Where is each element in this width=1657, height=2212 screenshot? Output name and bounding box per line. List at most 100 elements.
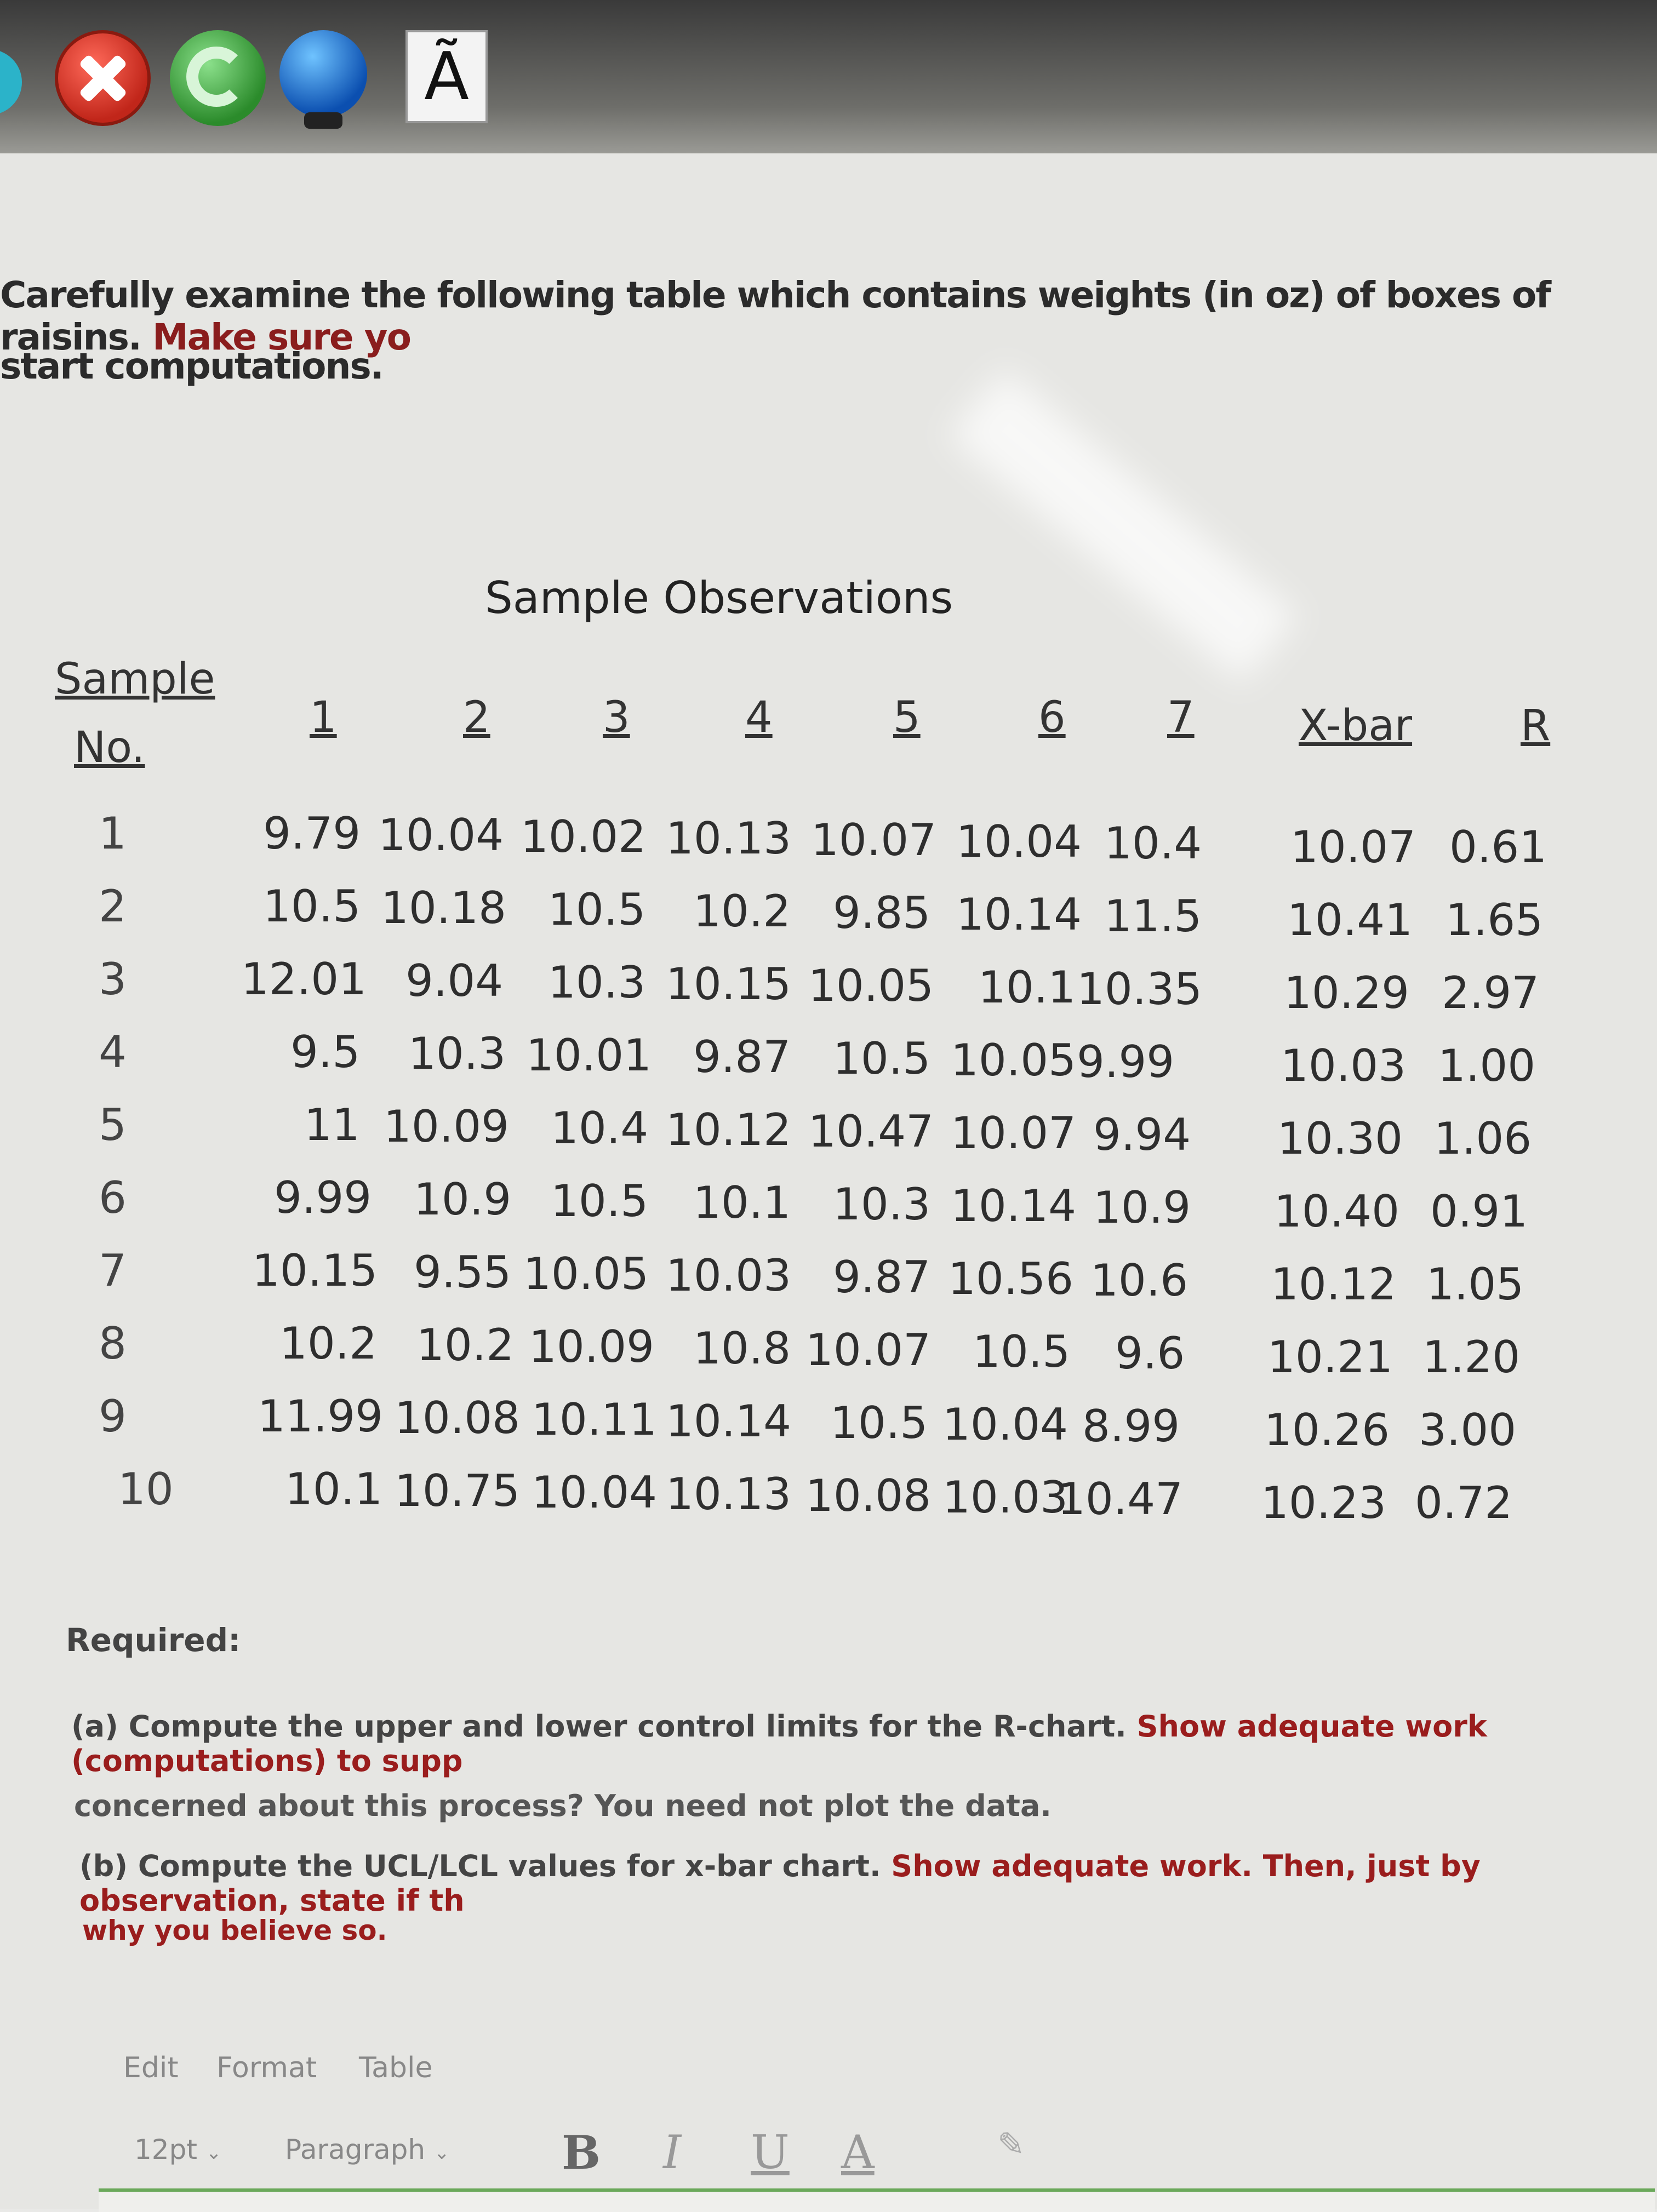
italic-button[interactable]: I (663, 2125, 682, 2179)
menu-format[interactable]: Format (216, 2051, 317, 2084)
xbar-cell: 10.23 (1261, 1477, 1387, 1528)
question-a-prefix: (a) Compute the upper and lower control … (71, 1709, 1127, 1744)
observation-cell: 9.99 (274, 1172, 372, 1223)
observation-cell: 10.4 (1104, 818, 1202, 869)
observation-cell: 9.6 (1115, 1328, 1185, 1379)
sample-number: 9 (99, 1391, 127, 1442)
globe-icon[interactable] (279, 30, 367, 118)
range-cell: 1.06 (1434, 1113, 1532, 1164)
required-label: Required: (66, 1621, 241, 1659)
range-cell: 1.20 (1422, 1332, 1521, 1383)
observation-cell: 10.13 (666, 813, 792, 864)
text-color-button[interactable]: A (841, 2125, 875, 2179)
range-cell: 2.97 (1442, 967, 1540, 1018)
xbar-cell: 10.29 (1284, 967, 1410, 1018)
observation-cell: 9.87 (833, 1252, 931, 1303)
close-icon[interactable] (55, 30, 151, 126)
observation-cell: 10.2 (693, 886, 791, 937)
editor-text-area[interactable] (99, 2188, 1655, 2212)
observation-cell: 10.3 (548, 957, 646, 1008)
observation-cell: 10.12 (666, 1104, 792, 1155)
observation-cell: 10.3 (833, 1179, 931, 1230)
font-size-select[interactable]: 12pt ⌄ (134, 2134, 221, 2165)
column-header-4: 4 (745, 693, 773, 742)
observation-cell: 10.05 (523, 1248, 649, 1299)
observation-cell: 10.08 (805, 1470, 932, 1521)
observation-cell: 10.6 (1090, 1255, 1189, 1306)
sample-number: 4 (99, 1027, 127, 1078)
sample-header-line2: No. (74, 723, 145, 772)
bold-button[interactable]: B (562, 2125, 601, 2180)
observation-cell: 10.47 (1058, 1474, 1184, 1525)
range-cell: 1.00 (1438, 1040, 1536, 1091)
observation-cell: 9.94 (1093, 1109, 1191, 1160)
sample-number: 2 (99, 881, 127, 932)
sample-number: 7 (99, 1245, 127, 1296)
xbar-header: X-bar (1299, 701, 1413, 750)
observation-cell: 10.05 (808, 960, 934, 1011)
observation-cell: 10.5 (833, 1033, 931, 1084)
question-a-line2: concerned about this process? You need n… (74, 1789, 1052, 1823)
xbar-cell: 10.40 (1274, 1186, 1400, 1237)
observation-cell: 10.01 (526, 1030, 652, 1081)
observation-cell: 10.03 (666, 1250, 792, 1301)
range-cell: 1.65 (1445, 895, 1544, 945)
observation-cell: 11 (304, 1099, 360, 1150)
intro-text: Carefully examine the following table wh… (0, 274, 1657, 358)
observation-cell: 10.35 (1077, 964, 1203, 1015)
menu-table[interactable]: Table (359, 2051, 433, 2084)
observation-cell: 9.04 (405, 955, 504, 1006)
globe-stand (304, 112, 342, 129)
question-a: (a) Compute the upper and lower control … (71, 1709, 1649, 1778)
observation-cell: 10.03 (942, 1472, 1069, 1523)
xbar-cell: 10.41 (1287, 895, 1413, 945)
observation-cell: 10.14 (666, 1396, 792, 1447)
observation-cell: 10.04 (942, 1399, 1069, 1450)
observation-cell: 9.5 (290, 1027, 361, 1078)
observation-cell: 10.04 (378, 810, 504, 861)
observation-cell: 10.5 (263, 881, 361, 932)
column-header-7: 7 (1167, 693, 1195, 742)
xbar-cell: 10.21 (1267, 1332, 1393, 1383)
xbar-cell: 10.26 (1264, 1405, 1390, 1455)
observation-cell: 10.8 (693, 1323, 791, 1374)
observation-cell: 12.01 (241, 954, 367, 1005)
observation-cell: 10.1 (978, 962, 1076, 1013)
observation-cell: 10.1 (693, 1177, 791, 1228)
highlight-pen-icon[interactable]: ✎ (997, 2125, 1025, 2164)
sample-number: 3 (99, 954, 127, 1005)
menu-edit[interactable]: Edit (123, 2051, 179, 2084)
refresh-icon[interactable] (170, 30, 266, 126)
sample-number: 8 (99, 1318, 127, 1369)
xbar-cell: 10.12 (1271, 1259, 1397, 1310)
observation-cell: 10.04 (956, 816, 1082, 867)
font-icon[interactable]: Ã (405, 30, 488, 123)
observation-cell: 10.9 (414, 1174, 512, 1225)
observation-cell: 10.5 (830, 1397, 928, 1448)
column-header-5: 5 (893, 693, 921, 742)
question-b: (b) Compute the UCL/LCL values for x-bar… (79, 1849, 1657, 1918)
observation-cell: 10.04 (532, 1467, 658, 1518)
range-cell: 1.05 (1426, 1259, 1524, 1310)
sample-number: 1 (99, 808, 127, 859)
column-header-1: 1 (310, 693, 337, 742)
observation-cell: 10.07 (951, 1108, 1077, 1159)
observation-cell: 10.07 (811, 815, 937, 866)
observation-cell: 10.56 (948, 1253, 1074, 1304)
range-cell: 0.91 (1430, 1186, 1528, 1237)
xbar-cell: 10.03 (1281, 1040, 1407, 1091)
observation-cell: 9.55 (414, 1247, 512, 1298)
question-b-prefix: (b) Compute the UCL/LCL values for x-bar… (79, 1849, 881, 1883)
question-a-red: Show adequate work (computations) to sup… (71, 1709, 1487, 1778)
observation-cell: 9.99 (1077, 1036, 1175, 1087)
observation-cell: 10.08 (395, 1392, 521, 1443)
question-b-red: Show adequate work. Then, just by observ… (79, 1849, 1481, 1918)
block-format-select[interactable]: Paragraph ⌄ (285, 2134, 450, 2165)
observation-cell: 10.09 (529, 1321, 655, 1372)
observation-cell: 10.07 (805, 1325, 932, 1376)
question-b-line2: why you believe so. (82, 1915, 387, 1946)
observation-cell: 10.1 (285, 1464, 383, 1515)
observation-cell: 10.14 (956, 889, 1082, 940)
underline-button[interactable]: U (751, 2125, 790, 2179)
xbar-cell: 10.07 (1290, 822, 1416, 873)
